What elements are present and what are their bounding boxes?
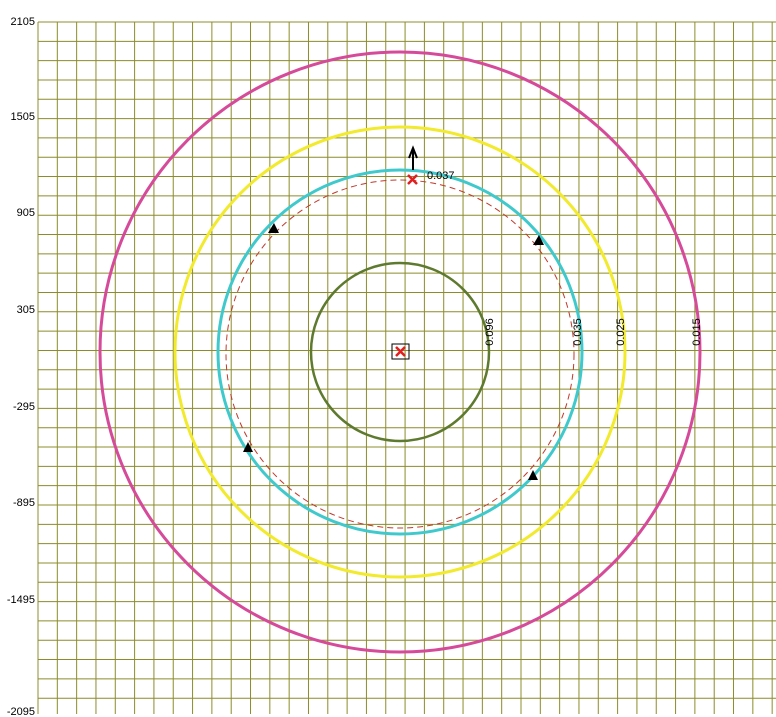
contour-label: 0.035 (572, 318, 584, 346)
y-tick-label: 305 (17, 304, 35, 316)
contours (98, 50, 702, 654)
center-marker (395, 346, 406, 357)
point-marker (407, 174, 418, 185)
y-tick-label: -895 (13, 497, 35, 509)
y-tick-label: -2095 (7, 706, 35, 717)
contour-line (98, 50, 702, 654)
point-label: 0.037 (427, 170, 455, 182)
y-tick-label: -295 (13, 401, 35, 413)
y-tick-label: 2105 (11, 16, 35, 28)
y-tick-label: 905 (17, 207, 35, 219)
grid (37, 21, 776, 714)
contour-line (173, 125, 627, 579)
contour-label: 0.015 (691, 318, 703, 346)
arrow (408, 145, 418, 170)
contour-line (309, 261, 491, 443)
contour-label: 0.025 (615, 318, 627, 346)
center-box (391, 343, 410, 360)
contour-line (216, 168, 584, 536)
dashed-circle (225, 179, 575, 529)
y-tick-label: 1505 (11, 111, 35, 123)
y-tick-label: -1495 (7, 594, 35, 606)
contour-label: 0.096 (484, 318, 496, 346)
